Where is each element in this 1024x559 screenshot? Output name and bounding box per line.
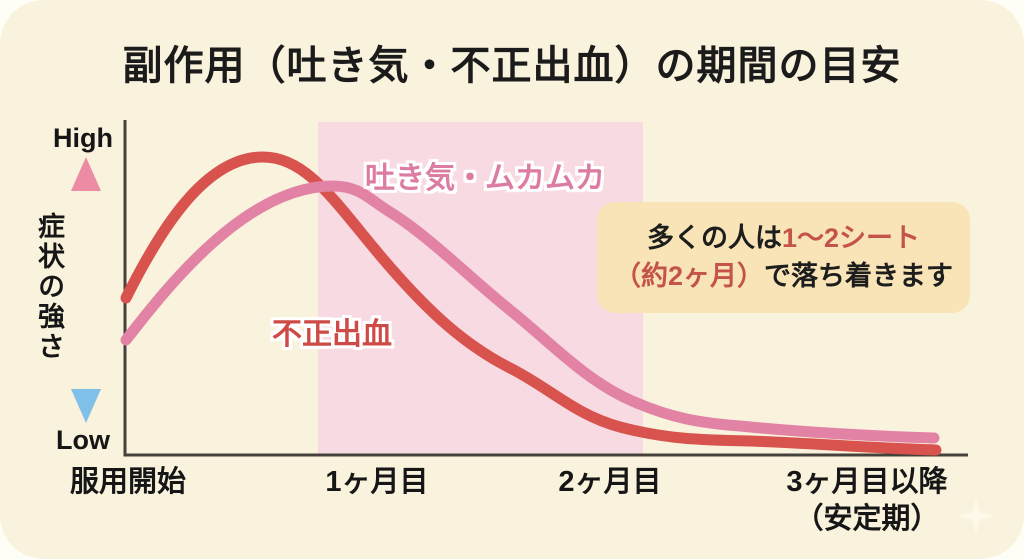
y-high-label: High [53,123,113,153]
x-tick-month3plus-main: 3ヶ月目以降 [786,466,948,498]
x-tick-start: 服用開始 [69,466,187,498]
nausea-curve [120,180,940,444]
callout-text-black-2: で落ち着きます [764,261,954,291]
arrow-up-icon [71,157,101,191]
callout-text-black-1: 多くの人は [646,223,782,253]
x-tick-month3plus-sub: （安定期） [794,503,940,535]
callout-box: 多くの人は1〜2シート （約2ヶ月）で落ち着きます [597,202,970,313]
y-axis-title: 症状の強さ [34,212,64,362]
bleeding-curve-label: 不正出血 [272,318,392,351]
arrow-down-icon [71,389,101,423]
x-tick-month1: 1ヶ月目 [325,466,429,498]
callout-text-red-2: （約2ヶ月） [613,261,765,291]
callout-line-1: 多くの人は1〜2シート [647,222,920,255]
callout-text-red-1: 1〜2シート [781,223,921,253]
bleeding-curve [120,151,942,456]
y-low-label: Low [56,425,110,455]
chart-title: 副作用（吐き気・不正出血）の期間の目安 [122,44,902,88]
nausea-curve-label: 吐き気・ムカムカ [365,162,605,195]
x-tick-month3plus: 3ヶ月目以降 （安定期） [786,464,947,538]
x-tick-month2: 2ヶ月目 [558,466,662,498]
callout-line-2: （約2ヶ月）で落ち着きます [614,260,953,293]
